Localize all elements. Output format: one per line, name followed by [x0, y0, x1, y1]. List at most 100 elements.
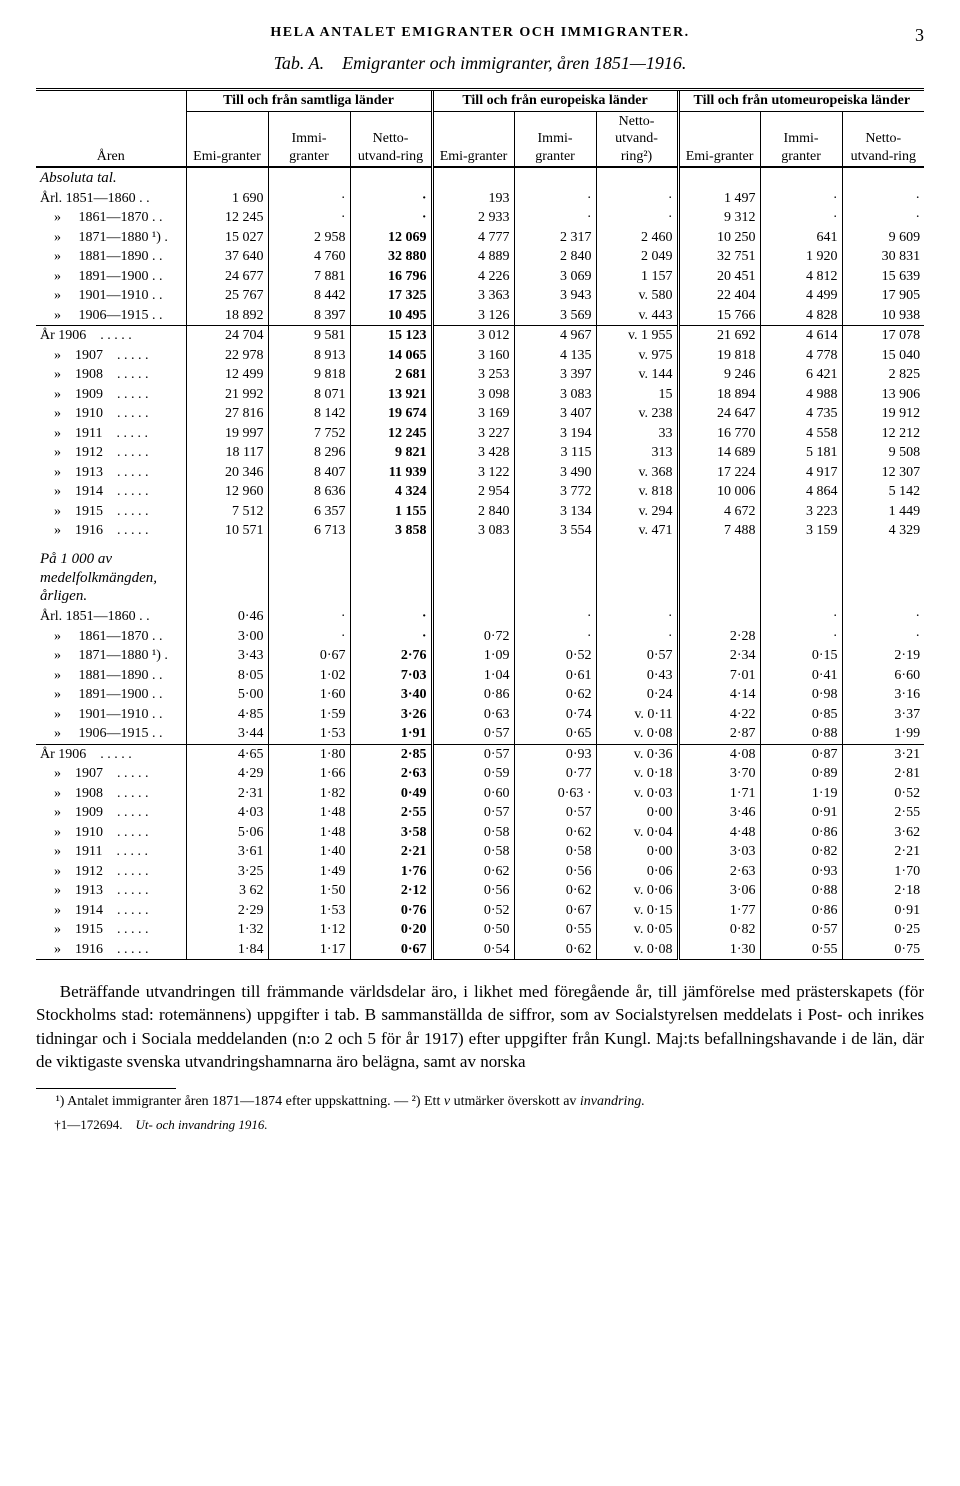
body-paragraph: Beträffande utvandringen till främmande … [36, 980, 924, 1074]
cell: 3 554 [514, 521, 596, 541]
cell: 3 122 [432, 463, 514, 483]
cell: 8 071 [268, 385, 350, 405]
cell: 4·14 [678, 685, 760, 705]
cell: v. 238 [596, 404, 678, 424]
cell: 3 858 [350, 521, 432, 541]
cell: 2·12 [350, 881, 432, 901]
cell: 1·50 [268, 881, 350, 901]
cell: 1·71 [678, 784, 760, 804]
cell: 15 639 [842, 267, 924, 287]
cell: v. 0·03 [596, 784, 678, 804]
cell: 19 912 [842, 404, 924, 424]
cell: 1·48 [268, 803, 350, 823]
cell: 5 142 [842, 482, 924, 502]
cell: 27 816 [186, 404, 268, 424]
cell: 3·06 [678, 881, 760, 901]
cell: 0·24 [596, 685, 678, 705]
row-label: » 1881—1890 . . [36, 247, 186, 267]
cell: 0·58 [432, 823, 514, 843]
cell: 0·75 [842, 940, 924, 960]
cell: 5·06 [186, 823, 268, 843]
cell: 24 704 [186, 326, 268, 346]
cell: v. 144 [596, 365, 678, 385]
cell: · [514, 607, 596, 627]
row-label: » 1914 . . . . . [36, 482, 186, 502]
table-row: » 1906—1915 . .3·441·531·910·570·65v. 0·… [36, 724, 924, 744]
cell: 1 449 [842, 502, 924, 522]
cell: 0·86 [432, 685, 514, 705]
table-row: » 1913 . . . . .3 621·502·120·560·62v. 0… [36, 881, 924, 901]
cell: 8 397 [268, 306, 350, 326]
cell: 1·19 [760, 784, 842, 804]
cell: 4·48 [678, 823, 760, 843]
cell: 3·03 [678, 842, 760, 862]
cell: 1·99 [842, 724, 924, 744]
table-row: » 1912 . . . . .3·251·491·760·620·560·06… [36, 862, 924, 882]
footnote-1a: ¹) Antalet immigranter åren 1871—1874 ef… [56, 1094, 444, 1109]
table-row: » 1914 . . . . .2·291·530·760·520·67v. 0… [36, 901, 924, 921]
cell: 6·60 [842, 666, 924, 686]
table-row: » 1906—1915 . .18 8928 39710 4953 1263 5… [36, 306, 924, 326]
cell: 0·86 [760, 901, 842, 921]
cell: 15 027 [186, 228, 268, 248]
cell: · [268, 607, 350, 627]
cell: 12 245 [186, 208, 268, 228]
row-label: » 1909 . . . . . [36, 803, 186, 823]
cell: 0·46 [186, 607, 268, 627]
cell: · [268, 627, 350, 647]
cell: 1·60 [268, 685, 350, 705]
table-row: » 1861—1870 . .12 245··2 933··9 312·· [36, 208, 924, 228]
cell: 0·20 [350, 920, 432, 940]
cell: 0·55 [760, 940, 842, 960]
cell: 4 917 [760, 463, 842, 483]
cell: v. 818 [596, 482, 678, 502]
cell: 0·74 [514, 705, 596, 725]
cell: 17 078 [842, 326, 924, 346]
cell: 0·00 [596, 803, 678, 823]
cell: 9 312 [678, 208, 760, 228]
cell: v. 294 [596, 502, 678, 522]
cell: 3 943 [514, 286, 596, 306]
row-label: » 1913 . . . . . [36, 463, 186, 483]
table-row: » 1910 . . . . .27 8168 14219 6743 1693 … [36, 404, 924, 424]
cell: 3·58 [350, 823, 432, 843]
cell: 9 246 [678, 365, 760, 385]
cell: 16 796 [350, 267, 432, 287]
cell: · [842, 189, 924, 209]
cell: 22 978 [186, 346, 268, 366]
running-header: HELA ANTALET EMIGRANTER OCH IMMIGRANTER.… [36, 24, 924, 42]
cell: · [842, 208, 924, 228]
cell: 0·57 [596, 646, 678, 666]
cell: v. 0·08 [596, 940, 678, 960]
cell: 2·31 [186, 784, 268, 804]
row-label: » 1908 . . . . . [36, 784, 186, 804]
cell: 4 812 [760, 267, 842, 287]
imprint-b: Ut- och invandring 1916. [135, 1117, 267, 1132]
cell: v. 975 [596, 346, 678, 366]
sub-immi-3: Immi-granter [760, 111, 842, 167]
cell: 0·86 [760, 823, 842, 843]
cell: 6 713 [268, 521, 350, 541]
cell: · [760, 607, 842, 627]
row-label: » 1906—1915 . . [36, 724, 186, 744]
cell: 1·91 [350, 724, 432, 744]
cell: 7·03 [350, 666, 432, 686]
cell: 6 357 [268, 502, 350, 522]
cell: 3 363 [432, 286, 514, 306]
cell: 1·02 [268, 666, 350, 686]
cell: 0·56 [432, 881, 514, 901]
cell: 0·82 [678, 920, 760, 940]
cell: 17 224 [678, 463, 760, 483]
table-row: » 1914 . . . . .12 9608 6364 3242 9543 7… [36, 482, 924, 502]
cell: 0·58 [514, 842, 596, 862]
cell: · [760, 189, 842, 209]
cell: 0·54 [432, 940, 514, 960]
cell: 2·63 [678, 862, 760, 882]
cell: 1·80 [268, 744, 350, 764]
cell: 2 049 [596, 247, 678, 267]
cell: v. 1 955 [596, 326, 678, 346]
cell: 2 840 [432, 502, 514, 522]
cell: v. 0·08 [596, 724, 678, 744]
cell: 0·91 [842, 901, 924, 921]
sub-emi-1: Emi-granter [186, 111, 268, 167]
